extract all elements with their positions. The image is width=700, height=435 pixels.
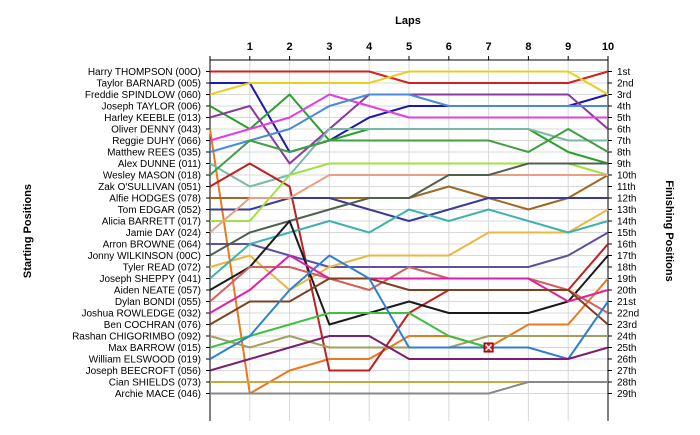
driver-label: Oliver DENNY (043) [111,125,201,136]
series-line [209,162,608,257]
retired-marker-cross [485,343,493,352]
driver-label: Taylor BARNARD (005) [97,79,201,90]
driver-label: Archie MACE (046) [115,389,201,400]
series-line [209,254,609,360]
series-line [209,70,609,96]
series-line [210,197,608,222]
driver-label: Freddie SPINDLOW (060) [85,90,201,101]
finish-position-label: 12th [617,194,636,205]
finish-position-label: 1st [617,67,631,78]
x-tick-label: 10 [602,41,614,53]
driver-label: Jonny WILKINSON (00C) [88,251,201,262]
finish-position-label: 14th [617,217,636,228]
finish-position-label: 25th [617,343,636,354]
series-line [209,312,489,349]
x-axis-title: Laps [395,15,421,27]
finish-position-label: 6th [617,125,631,136]
driver-label: Wesley MASON (018) [103,171,201,182]
driver-label: Dylan BONDI (055) [115,297,201,308]
series-line [210,381,608,395]
starting-positions-axis-title: Starting Positions [22,184,34,278]
starting-position-labels: Harry THOMPSON (00O)Taylor BARNARD (005)… [72,67,201,400]
finish-position-label: 2nd [617,79,634,90]
x-tick-label: 5 [406,41,412,53]
finish-position-label: 18th [617,263,636,274]
finish-position-label: 20th [617,286,636,297]
driver-label: Zak O'SULLIVAN (051) [98,182,201,193]
x-tick-labels: 1 2 3 4 5 6 7 8 9 10 [247,41,614,53]
x-tick-label: 6 [446,41,452,53]
driver-label: Harley KEEBLE (013) [104,113,201,124]
finish-position-label: 22nd [617,309,639,320]
series-line [209,128,609,176]
driver-label: Cian SHIELDS (073) [109,378,201,389]
driver-label: Alfie HODGES (078) [109,194,201,205]
driver-label: Aiden NEATE (057) [114,286,201,297]
finish-position-label: 10th [617,171,636,182]
finish-position-label: 23rd [617,320,637,331]
driver-label: William ELSWOOD (019) [89,355,201,366]
series-line [209,335,609,372]
series-line [209,208,609,291]
series-line [210,70,609,84]
finish-position-label: 7th [617,136,631,147]
finish-position-label: 19th [617,274,636,285]
driver-label: Rashan CHIGORIMBO (092) [72,332,201,343]
finish-position-label: 29th [617,389,636,400]
series-line [209,254,609,314]
driver-label: Matthew REES (035) [107,148,201,159]
driver-label: Reggie DUHY (066) [112,136,201,147]
finish-position-label: 11th [617,182,636,193]
finish-position-label: 13th [617,205,636,216]
finish-position-label: 27th [617,366,636,377]
driver-label: Alicia BARRETT (017) [102,217,201,228]
series-line [209,220,609,326]
axes [206,56,612,421]
finish-position-label: 21st [617,297,636,308]
finishing-positions-axis-title: Finishing Positions [663,180,675,281]
finish-position-label: 9th [617,159,631,170]
finish-position-label: 5th [617,113,631,124]
driver-label: Joseph TAYLOR (006) [102,102,202,113]
driver-label: Harry THOMPSON (00O) [88,67,201,78]
x-tick-label: 2 [287,41,293,53]
driver-label: Tyler READ (072) [123,263,201,274]
finish-position-label: 26th [617,355,636,366]
finish-position-label: 3rd [617,90,631,101]
driver-label: Joseph BEECROFT (056) [86,366,201,377]
x-tick-label: 9 [565,41,571,53]
finish-position-label: 4th [617,102,631,113]
finish-position-label: 17th [617,251,636,262]
series-line [209,277,609,326]
driver-label: Max BARROW (015) [108,343,201,354]
driver-label: Tom EDGAR (052) [118,205,201,216]
driver-label: Joseph SHEPPY (041) [99,274,201,285]
finish-position-label: 28th [617,378,636,389]
driver-label: Jamie DAY (024) [126,228,201,239]
series-lines [209,70,609,395]
x-tick-label: 3 [326,41,332,53]
finish-position-label: 16th [617,240,636,251]
x-tick-label: 8 [525,41,531,53]
series-line [209,128,609,395]
x-tick-label: 4 [366,41,373,53]
driver-label: Ben COCHRAN (076) [104,320,201,331]
series-line [209,174,608,234]
driver-label: Arron BROWNE (064) [103,240,201,251]
series-line [209,93,608,153]
x-tick-label: 1 [247,41,253,53]
x-tick-label: 7 [486,41,492,53]
driver-label: Joshua ROWLEDGE (032) [82,309,202,320]
finish-position-label: 15th [617,228,636,239]
driver-label: Alex DUNNE (011) [118,159,201,170]
series-line [209,93,608,142]
finish-position-label: 8th [617,148,631,159]
markers [483,342,494,353]
finishing-position-labels: 1st2nd3rd4th5th6th7th8th9th10th11th12th1… [617,67,639,400]
finish-position-label: 24th [617,332,636,343]
